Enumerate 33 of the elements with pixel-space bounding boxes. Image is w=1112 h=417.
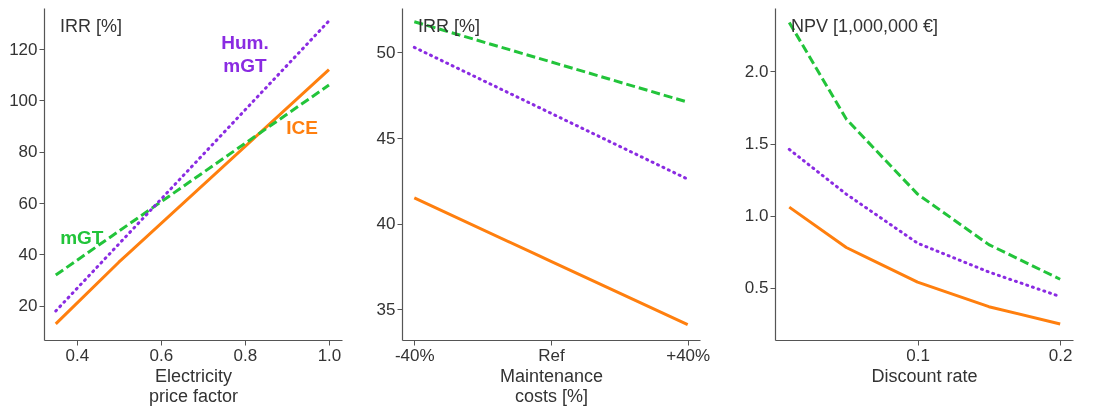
y-tick-label: 45: [376, 128, 396, 148]
y-tick-label: 20: [18, 296, 38, 316]
x-axis-title: Maintenance costs [%]: [499, 365, 604, 406]
y-axis-title: NPV [1,000,000 €]: [791, 16, 939, 36]
line-series: [787, 20, 1062, 281]
y-tick-label: 1.5: [744, 134, 769, 154]
y-tick-label: 40: [376, 214, 396, 234]
x-tick-label: 0.2: [1048, 345, 1073, 365]
x-tick-label: +40%: [666, 345, 711, 365]
y-tick-label: 60: [18, 193, 38, 213]
series-label: mGT: [60, 227, 104, 249]
x-tick-label: 0.4: [65, 345, 90, 365]
x-axis-title: Electricity price factor: [148, 365, 239, 406]
y-tick-label: 100: [9, 90, 38, 110]
series-label: ICE: [286, 116, 318, 138]
x-axis-title: Discount rate: [871, 365, 978, 386]
y-axis-title: IRR [%]: [60, 16, 123, 36]
y-tick-label: 120: [9, 39, 38, 59]
y-tick-label: 2.0: [744, 61, 769, 81]
line-series: [787, 205, 1062, 326]
series-label: Hum. mGT: [221, 32, 269, 77]
y-tick-label: 0.5: [744, 278, 769, 298]
x-tick-label: 0.1: [906, 345, 930, 365]
y-tick-label: 1.0: [744, 206, 769, 226]
x-tick-label: 0.6: [149, 345, 174, 365]
y-tick-label: 35: [376, 299, 396, 319]
y-tick-label: 40: [18, 245, 38, 264]
x-tick-label: 0.8: [233, 345, 258, 365]
x-tick-label: -40%: [394, 345, 435, 365]
x-tick-label: 1.0: [317, 345, 342, 365]
y-tick-label: 50: [376, 42, 396, 62]
x-tick-label: Ref: [538, 345, 565, 365]
y-tick-label: 80: [18, 142, 38, 162]
